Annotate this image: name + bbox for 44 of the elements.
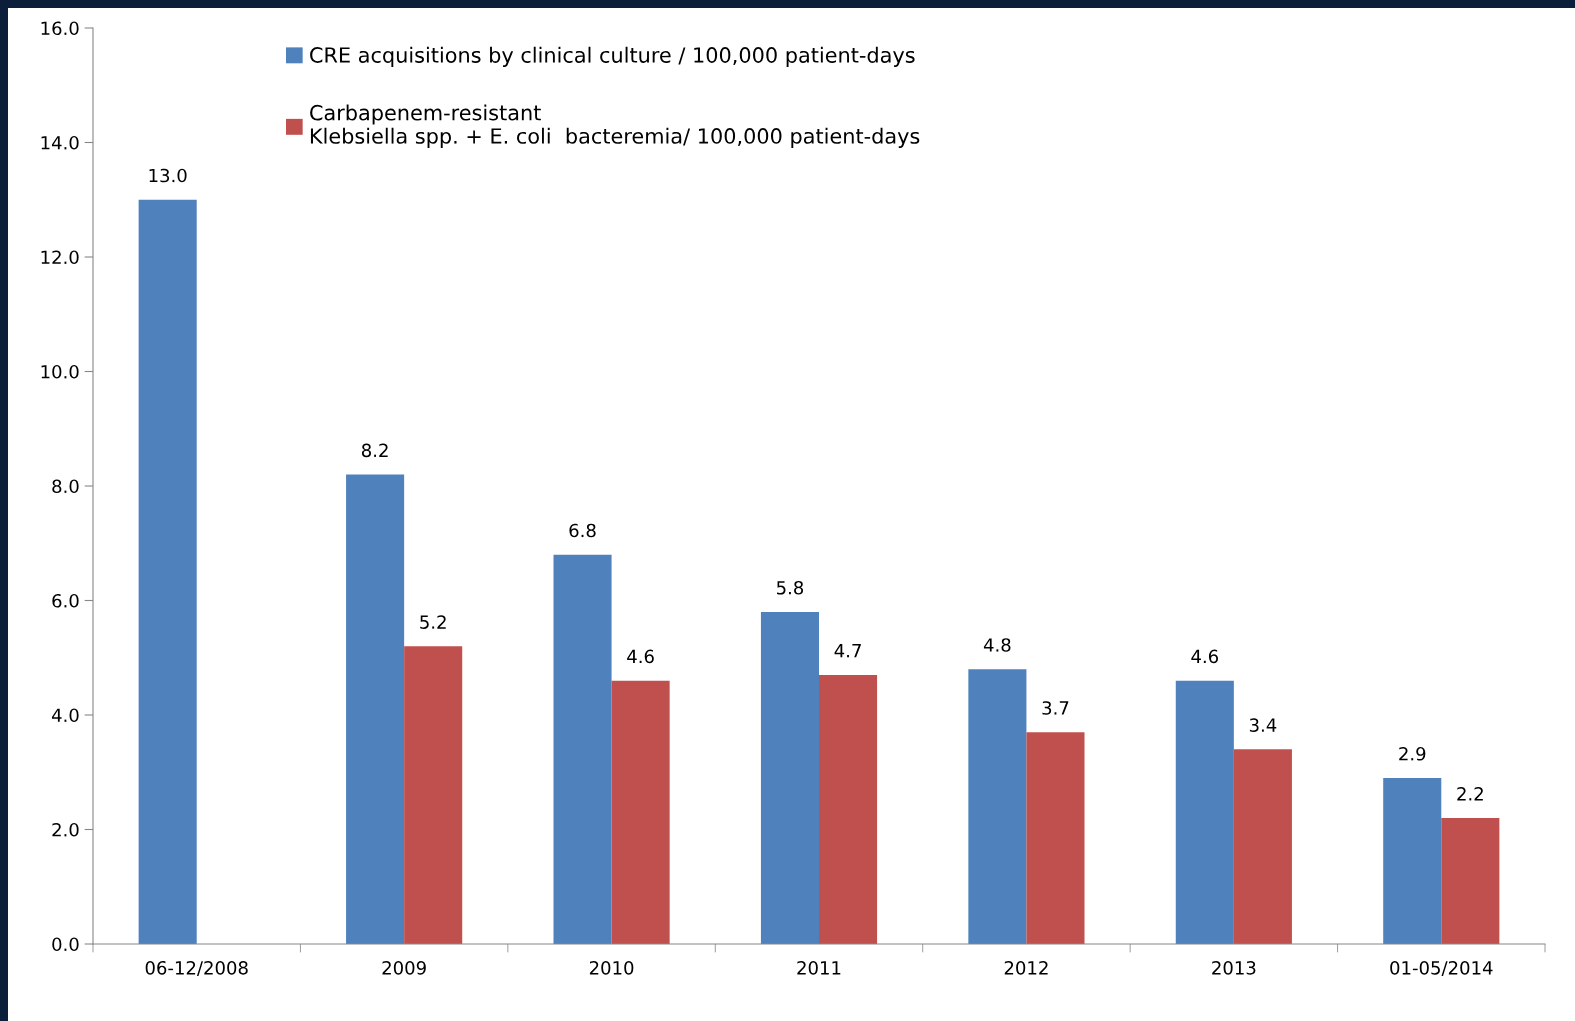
data-label: 4.6 <box>1191 649 1219 664</box>
y-tick-label: 4.0 <box>51 708 79 723</box>
x-tick-label: 2009 <box>382 960 426 975</box>
bar <box>1383 777 1442 944</box>
legend-label: Carbapenem-resistant Klebsiella spp. + E. coli bacteremia/ 100,000 patient-days <box>310 104 920 148</box>
bar <box>819 674 878 944</box>
x-tick-label: 2012 <box>1004 960 1048 975</box>
bar <box>760 611 819 944</box>
y-tick-label: 2.0 <box>52 822 79 837</box>
x-tick-label: 06-12/2008 <box>145 960 248 977</box>
x-tick-label: 2010 <box>589 960 634 975</box>
x-tick-label: 2011 <box>797 960 841 975</box>
data-label: 5.8 <box>777 580 804 595</box>
bar <box>138 199 197 944</box>
bar <box>404 646 463 944</box>
data-label: 8.2 <box>361 443 388 458</box>
data-label: 5.2 <box>420 615 446 629</box>
y-tick-label: 12.0 <box>41 250 79 265</box>
x-tick-label: 01-05/2014 <box>1390 960 1493 977</box>
data-label: 4.8 <box>983 638 1011 652</box>
bar <box>553 554 612 944</box>
y-tick-label: 8.0 <box>52 479 79 494</box>
y-tick-label: 10.0 <box>41 364 79 379</box>
bar <box>1441 818 1500 944</box>
bar <box>1175 680 1234 944</box>
y-tick-label: 6.0 <box>52 593 79 608</box>
data-label: 3.4 <box>1249 718 1277 732</box>
bar <box>1026 732 1085 944</box>
data-label: 2.2 <box>1457 787 1483 801</box>
bar <box>346 474 405 944</box>
y-tick-label: 16.0 <box>41 21 79 36</box>
data-label: 2.9 <box>1399 746 1426 761</box>
legend-label: CRE acquisitions by clinical culture / 100,000 patient-days <box>310 46 915 67</box>
y-tick-label: 0.0 <box>52 937 79 952</box>
data-label: 4.6 <box>627 649 654 664</box>
bar <box>968 669 1027 944</box>
data-label: 13.0 <box>149 168 187 183</box>
bar <box>1233 749 1292 944</box>
x-tick-label: 2013 <box>1212 960 1256 975</box>
bar <box>611 680 670 944</box>
y-tick-label: 14.0 <box>41 135 79 150</box>
data-label: 4.7 <box>834 644 861 658</box>
data-label: 6.8 <box>569 523 596 538</box>
data-label: 3.7 <box>1042 701 1069 715</box>
